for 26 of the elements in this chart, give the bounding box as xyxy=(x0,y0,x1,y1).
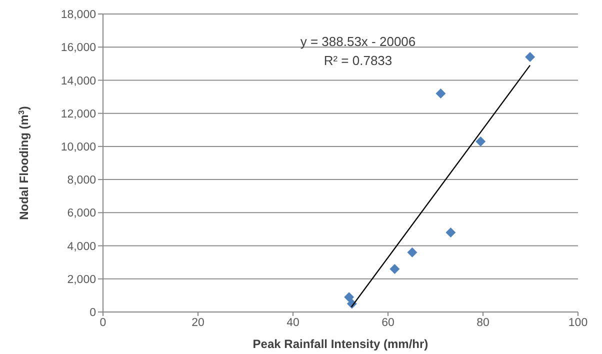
point xyxy=(476,136,486,146)
y-tick-label: 4,000 xyxy=(67,240,96,253)
x-tick-label: 40 xyxy=(286,317,300,330)
y-tick-label: 12,000 xyxy=(60,108,96,120)
x-tick-label: 60 xyxy=(382,317,394,330)
y-tick-label: 8,000 xyxy=(67,174,96,187)
y-tick-label: 18,000 xyxy=(60,9,96,22)
x-tick-label: 100 xyxy=(568,317,588,330)
y-tick-label: 6,000 xyxy=(67,208,96,220)
point xyxy=(436,88,446,98)
point xyxy=(446,228,456,238)
point xyxy=(344,292,354,302)
point xyxy=(407,247,418,258)
point xyxy=(390,264,400,274)
y-tick-label: 14,000 xyxy=(60,75,96,88)
point xyxy=(525,52,536,62)
y-tick-label: 0 xyxy=(90,307,96,320)
annotation: y = 388.53x - 20006 xyxy=(299,33,417,51)
annotation: R² = 0.7833 xyxy=(322,52,394,70)
y-tick-label: 10,000 xyxy=(60,142,96,154)
x-tick-label: 20 xyxy=(192,317,204,330)
y-tick-label: 16,000 xyxy=(60,42,96,54)
x-tick-label: 80 xyxy=(476,317,490,330)
y-tick-label: 2,000 xyxy=(67,274,96,286)
x-tick-label: 0 xyxy=(100,317,106,330)
x-axis-title: Peak Rainfall Intensity (mm/hr) xyxy=(252,337,428,351)
